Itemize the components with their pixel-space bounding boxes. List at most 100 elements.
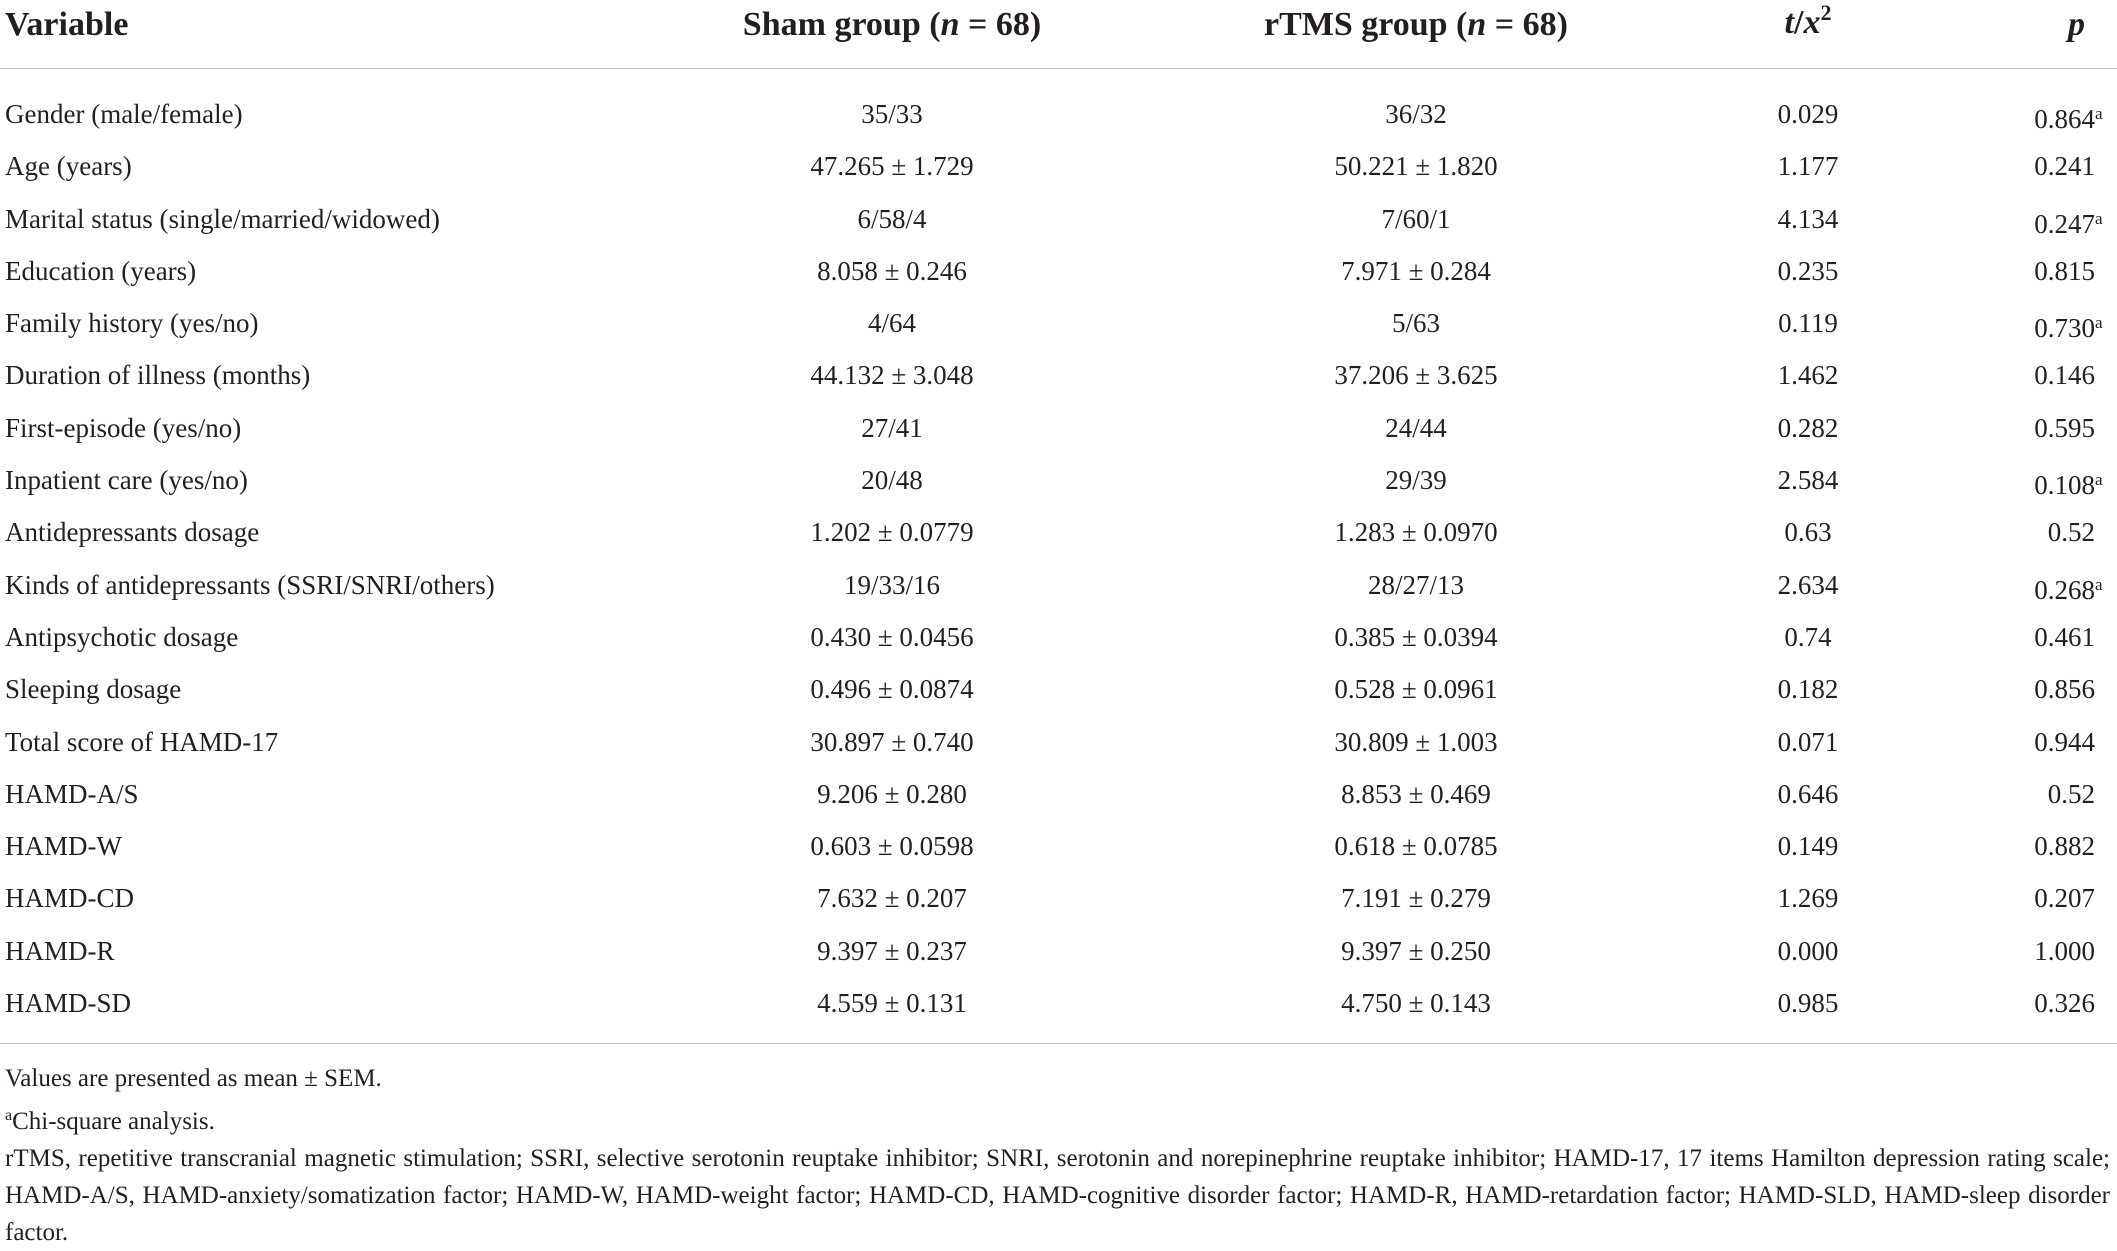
cell-variable: HAMD-CD bbox=[5, 883, 135, 914]
cell-p-value: 0.730a bbox=[2034, 297, 2107, 354]
cell-p-value: 0.882 bbox=[2034, 820, 2107, 872]
p-value-text: 0.326 bbox=[2034, 988, 2095, 1019]
table-row: Family history (yes/no) 4/64 5/63 0.119 0.73… bbox=[0, 297, 2117, 349]
header-sham-count: = 68) bbox=[959, 6, 1042, 43]
p-value-text: 0.52 bbox=[2047, 778, 2095, 809]
table-row: First-episode (yes/no) 27/41 24/44 0.282 0.5… bbox=[0, 402, 2117, 454]
cell-sham: 6/58/4 bbox=[857, 203, 927, 234]
cell-rtms: 50.221 ± 1.820 bbox=[1334, 151, 1498, 182]
p-value-text: 0.461 bbox=[2034, 621, 2095, 652]
cell-variable: Antipsychotic dosage bbox=[5, 621, 239, 652]
cell-p-value: 0.207 bbox=[2034, 872, 2107, 924]
cell-variable: Kinds of antidepressants (SSRI/SNRI/othe… bbox=[5, 569, 495, 600]
cell-p-value: 0.326 bbox=[2034, 977, 2107, 1029]
header-p-value: p bbox=[2068, 6, 2085, 44]
cell-rtms: 7.971 ± 0.284 bbox=[1341, 255, 1491, 286]
table-row: Antipsychotic dosage 0.430 ± 0.0456 0.385 … bbox=[0, 611, 2117, 663]
p-value-text: 0.944 bbox=[2034, 726, 2095, 757]
cell-statistic: 0.63 bbox=[1784, 517, 1832, 548]
cell-p-value: 0.856 bbox=[2034, 663, 2107, 715]
cell-variable: HAMD-A/S bbox=[5, 778, 139, 809]
footnote-abbreviations: rTMS, repetitive transcranial magnetic s… bbox=[5, 1145, 2110, 1246]
p-value-footnote-mark: a bbox=[2095, 470, 2103, 490]
cell-sham: 1.202 ± 0.0779 bbox=[810, 517, 974, 548]
cell-variable: Duration of illness (months) bbox=[5, 360, 311, 391]
p-value-footnote-mark: a bbox=[2095, 208, 2103, 228]
header-statistic: t/x2 bbox=[1785, 0, 1832, 42]
cell-sham: 20/48 bbox=[861, 465, 923, 496]
cell-variable: HAMD-W bbox=[5, 831, 122, 862]
header-stat-superscript: 2 bbox=[1820, 0, 1832, 25]
cell-p-value: 1.000 bbox=[2034, 925, 2107, 977]
cell-rtms: 29/39 bbox=[1385, 465, 1447, 496]
cell-variable: Family history (yes/no) bbox=[5, 308, 259, 339]
cell-variable: Antidepressants dosage bbox=[5, 517, 260, 548]
table-row: Age (years) 47.265 ± 1.729 50.221 ± 1.820 1… bbox=[0, 140, 2117, 192]
header-sham-group: Sham group (n = 68) bbox=[743, 6, 1041, 44]
table-row: Inpatient care (yes/no) 20/48 29/39 2.584 0.… bbox=[0, 454, 2117, 506]
p-value-text: 0.241 bbox=[2034, 151, 2095, 182]
table-row: Marital status (single/married/widowed) 6… bbox=[0, 193, 2117, 245]
cell-rtms: 8.853 ± 0.469 bbox=[1341, 778, 1491, 809]
p-value-text: 0.730 bbox=[2034, 313, 2095, 344]
cell-p-value: 0.268a bbox=[2034, 559, 2107, 616]
table-row: Education (years) 8.058 ± 0.246 7.971 ± 0.… bbox=[0, 245, 2117, 297]
cell-variable: Marital status (single/married/widowed) bbox=[5, 203, 440, 234]
table-body: Gender (male/female) 35/33 36/32 0.029 0.864… bbox=[0, 88, 2117, 1029]
cell-rtms: 0.618 ± 0.0785 bbox=[1334, 831, 1498, 862]
cell-variable: Total score of HAMD-17 bbox=[5, 726, 279, 757]
p-value-text: 0.247 bbox=[2034, 208, 2095, 239]
table-row: HAMD-SD 4.559 ± 0.131 4.750 ± 0.143 0.985 0.… bbox=[0, 977, 2117, 1029]
cell-variable: First-episode (yes/no) bbox=[5, 412, 242, 443]
p-value-text: 1.000 bbox=[2034, 935, 2095, 966]
cell-statistic: 0.149 bbox=[1777, 831, 1839, 862]
cell-statistic: 0.071 bbox=[1777, 726, 1839, 757]
cell-variable: Age (years) bbox=[5, 151, 132, 182]
cell-sham: 44.132 ± 3.048 bbox=[810, 360, 974, 391]
table-row: Gender (male/female) 35/33 36/32 0.029 0.864… bbox=[0, 88, 2117, 140]
cell-statistic: 0.282 bbox=[1777, 412, 1839, 443]
cell-rtms: 1.283 ± 0.0970 bbox=[1334, 517, 1498, 548]
cell-sham: 4.559 ± 0.131 bbox=[817, 988, 967, 1019]
cell-p-value: 0.52 bbox=[2048, 506, 2107, 558]
cell-sham: 19/33/16 bbox=[843, 569, 941, 600]
table-row: HAMD-R 9.397 ± 0.237 9.397 ± 0.250 0.000 1.0… bbox=[0, 925, 2117, 977]
header-divider bbox=[0, 68, 2117, 69]
header-variable: Variable bbox=[5, 6, 129, 43]
cell-p-value: 0.944 bbox=[2034, 716, 2107, 768]
cell-variable: Gender (male/female) bbox=[5, 99, 243, 129]
cell-sham: 0.603 ± 0.0598 bbox=[810, 831, 974, 862]
header-sham-n: n bbox=[940, 6, 960, 43]
header-p-label: p bbox=[2068, 6, 2085, 43]
cell-p-value: 0.815 bbox=[2034, 245, 2107, 297]
cell-rtms: 9.397 ± 0.250 bbox=[1341, 935, 1491, 966]
cell-rtms: 36/32 bbox=[1385, 99, 1447, 129]
p-value-footnote-mark: a bbox=[2095, 574, 2103, 594]
p-value-text: 0.856 bbox=[2034, 674, 2095, 705]
table-row: HAMD-W 0.603 ± 0.0598 0.618 ± 0.0785 0.149 0… bbox=[0, 820, 2117, 872]
cell-statistic: 0.029 bbox=[1777, 99, 1839, 129]
footnote-chi-mark: a bbox=[5, 1107, 13, 1124]
cell-rtms: 5/63 bbox=[1391, 308, 1441, 339]
cell-sham: 8.058 ± 0.246 bbox=[817, 255, 967, 286]
cell-statistic: 1.462 bbox=[1777, 360, 1839, 391]
cell-statistic: 0.235 bbox=[1777, 255, 1839, 286]
cell-p-value: 0.595 bbox=[2034, 402, 2107, 454]
table-row: Kinds of antidepressants (SSRI/SNRI/othe… bbox=[0, 559, 2117, 611]
p-value-footnote-mark: a bbox=[2095, 104, 2103, 123]
cell-p-value: 0.247a bbox=[2034, 193, 2107, 250]
cell-sham: 47.265 ± 1.729 bbox=[810, 151, 974, 182]
cell-statistic: 2.634 bbox=[1777, 569, 1839, 600]
cell-statistic: 0.646 bbox=[1777, 778, 1839, 809]
cell-statistic: 0.000 bbox=[1777, 935, 1839, 966]
cell-rtms: 7.191 ± 0.279 bbox=[1341, 883, 1491, 914]
cell-p-value: 0.52 bbox=[2048, 768, 2107, 820]
cell-variable: Education (years) bbox=[5, 255, 197, 286]
cell-sham: 9.206 ± 0.280 bbox=[817, 778, 967, 809]
header-rtms-label: rTMS group ( bbox=[1263, 6, 1468, 43]
cell-statistic: 0.119 bbox=[1778, 308, 1838, 339]
cell-p-value: 0.864a bbox=[2034, 88, 2107, 145]
cell-p-value: 0.241 bbox=[2034, 140, 2107, 192]
table-row: Total score of HAMD-17 30.897 ± 0.740 30.8… bbox=[0, 716, 2117, 768]
cell-rtms: 30.809 ± 1.003 bbox=[1334, 726, 1498, 757]
